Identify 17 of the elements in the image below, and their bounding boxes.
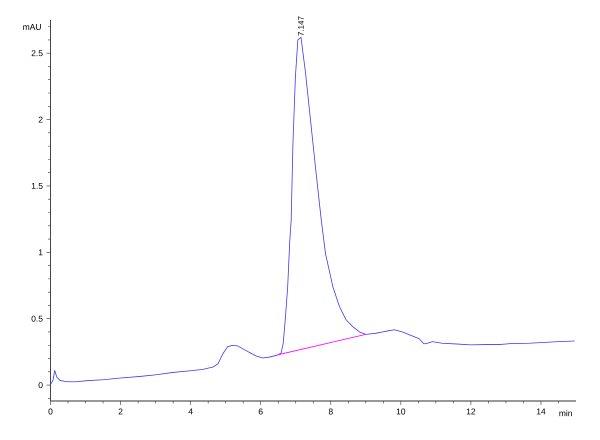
x-tick-label: 14 <box>536 408 546 414</box>
x-axis-title: min <box>559 410 572 416</box>
line-series <box>50 36 576 385</box>
y-tick-label: 0.5 <box>32 316 43 322</box>
x-tick-label: 8 <box>328 408 333 415</box>
x-tick-label: 4 <box>188 408 193 414</box>
x-tick-label: 10 <box>396 408 406 415</box>
x-tick-label: 0 <box>48 408 53 415</box>
y-tick-label: 1 <box>38 249 43 256</box>
y-tick-label: 2.5 <box>32 50 43 56</box>
y-tick-label: 0 <box>38 382 43 388</box>
x-tick-label: 6 <box>258 408 263 415</box>
x-tick-label: 12 <box>466 408 476 414</box>
x-tick-label: 2 <box>118 408 122 414</box>
y-tick-label: 2 <box>38 116 43 123</box>
y-axis-title: mAU <box>23 24 41 30</box>
y-tick-label: 1.5 <box>32 182 43 189</box>
